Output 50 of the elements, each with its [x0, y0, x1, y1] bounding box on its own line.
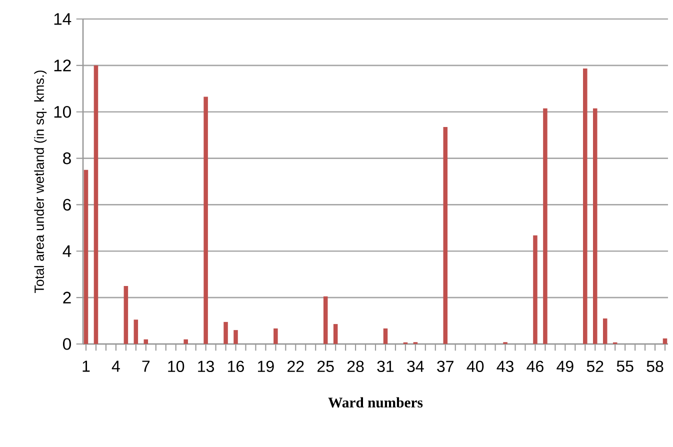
- y-tick-label: 12: [54, 60, 71, 72]
- x-tick-label: 16: [228, 360, 244, 372]
- y-tick-label: 4: [62, 245, 72, 257]
- bar: [224, 322, 228, 344]
- bar: [583, 68, 588, 344]
- bar: [602, 318, 608, 344]
- y-tick-label: 8: [63, 152, 71, 164]
- bar: [593, 108, 598, 344]
- x-tick-label: 40: [466, 360, 484, 372]
- x-tick-label: 19: [258, 360, 274, 372]
- bar: [662, 338, 668, 344]
- y-tick-label: 2: [63, 292, 71, 304]
- y-tick-label: 0: [63, 338, 71, 350]
- x-tick-label: 4: [112, 360, 120, 372]
- x-tick-label: 55: [616, 360, 634, 372]
- x-tick-label: 1: [82, 360, 90, 372]
- x-axis-title: Ward numbers: [328, 397, 423, 408]
- x-tick-label: 7: [142, 360, 150, 372]
- bar: [94, 65, 98, 344]
- bar: [443, 126, 448, 344]
- bar: [533, 235, 538, 344]
- x-tick-label: 49: [556, 360, 574, 372]
- x-tick-label: 25: [317, 360, 334, 372]
- bar: [184, 339, 188, 344]
- bar: [124, 286, 128, 344]
- bar: [323, 296, 328, 344]
- y-axis-title: Total area under wetland (in sq. kms.): [34, 70, 47, 293]
- x-tick-label: 52: [586, 360, 604, 372]
- bar: [204, 96, 208, 344]
- x-tick-label: 10: [168, 360, 184, 372]
- x-tick-label: 31: [377, 360, 394, 372]
- y-tick-label: 6: [63, 198, 71, 211]
- y-tick-label: 10: [54, 106, 71, 118]
- bar: [383, 328, 388, 344]
- x-tick-label: 37: [437, 360, 454, 372]
- bar: [333, 324, 338, 344]
- bar: [144, 339, 148, 344]
- bar: [134, 320, 138, 344]
- x-tick-label: 46: [526, 360, 544, 372]
- bar: [274, 328, 278, 344]
- bar: [84, 170, 88, 344]
- x-tick-label: 43: [496, 360, 514, 372]
- bar: [234, 330, 238, 344]
- x-tick-label: 13: [198, 360, 214, 372]
- y-tick-label: 14: [54, 13, 72, 25]
- x-tick-label: 58: [646, 360, 664, 372]
- x-tick-label: 22: [288, 360, 304, 372]
- bar: [543, 108, 548, 344]
- x-tick-label: 28: [347, 360, 364, 372]
- x-tick-label: 34: [407, 360, 424, 372]
